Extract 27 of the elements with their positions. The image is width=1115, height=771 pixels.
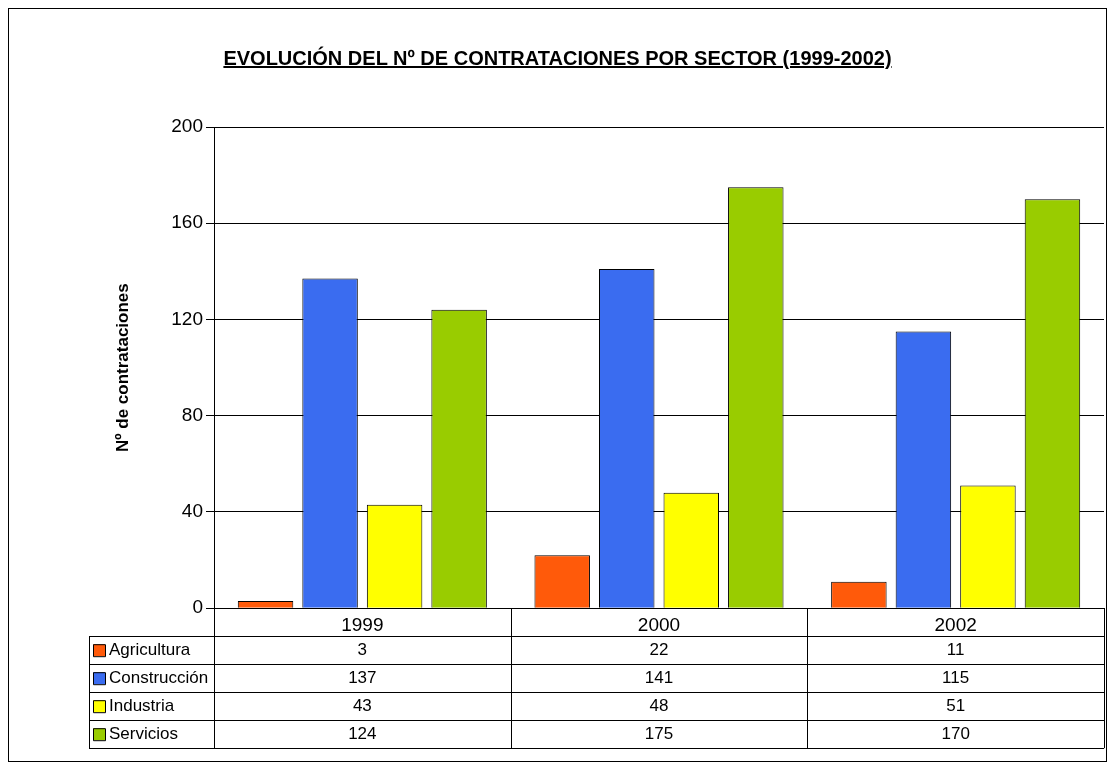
y-tick-label: 120 (171, 307, 203, 329)
data-label: 22 (649, 639, 669, 659)
legend-label: Industria (109, 695, 175, 715)
data-label: 170 (941, 723, 970, 743)
x-tick-label: 2002 (934, 613, 977, 635)
data-label: 115 (942, 667, 970, 687)
legend-label: Agricultura (109, 639, 191, 659)
chart-title: EVOLUCIÓN DEL Nº DE CONTRATACIONES POR SECTOR (1999-2002) (222, 47, 893, 70)
data-label: 124 (348, 723, 377, 743)
data-label: 141 (644, 667, 674, 687)
y-tick-label: 40 (181, 500, 203, 522)
legend-label: Servicios (109, 723, 178, 743)
data-label: 137 (348, 667, 377, 687)
y-axis-title: Nº de contrataciones (112, 283, 132, 452)
data-label: 43 (352, 695, 372, 715)
data-label: 11 (946, 639, 965, 659)
data-label: 175 (644, 723, 674, 743)
y-tick-label: 80 (181, 403, 203, 425)
x-tick-label: 1999 (341, 613, 384, 635)
data-label: 3 (357, 639, 368, 659)
data-label: 51 (946, 695, 966, 715)
data-label: 48 (649, 695, 669, 715)
y-tick-label: 0 (192, 596, 203, 618)
y-tick-label: 160 (171, 211, 203, 233)
legend-label: Construcción (109, 667, 209, 687)
x-tick-label: 2000 (637, 613, 681, 635)
y-tick-label: 200 (171, 115, 203, 137)
